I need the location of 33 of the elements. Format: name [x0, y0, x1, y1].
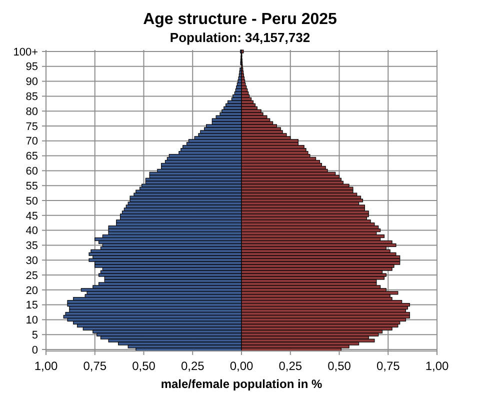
x-tick-label: 0,75	[376, 359, 400, 373]
chart-title: Age structure - Peru 2025	[143, 11, 338, 28]
y-tick-label: 70	[26, 136, 38, 148]
y-tick-label: 20	[26, 284, 38, 297]
y-tick-label: 45	[26, 210, 38, 222]
y-tick-label: 25	[26, 270, 38, 282]
y-tick-label: 55	[26, 180, 38, 192]
y-tick-label: 90	[26, 76, 38, 88]
y-tick-label: 80	[26, 106, 38, 118]
y-tick-label: 15	[26, 300, 38, 312]
y-tick-label: 35	[26, 240, 38, 252]
y-tick-label: 30	[26, 254, 38, 267]
y-tick-label: 100+	[13, 46, 38, 58]
y-tick-label: 65	[26, 150, 38, 163]
x-axis-title: male/female population in %	[160, 377, 323, 391]
x-tick-label: 0,50	[328, 359, 352, 373]
chart-subtitle: Population: 34,157,732	[170, 30, 310, 45]
y-tick-label: 95	[26, 61, 38, 74]
x-tick-label: 1,00	[34, 359, 58, 373]
x-tick-label: 0,75	[83, 359, 107, 373]
x-tick-label: 0,25	[278, 359, 302, 373]
x-tick-label: 1,00	[425, 359, 449, 373]
x-tick-label: 0,00	[230, 359, 254, 373]
y-tick-label: 60	[26, 166, 38, 178]
y-tick-label: 10	[26, 314, 38, 327]
y-tick-label: 40	[26, 225, 38, 238]
y-tick-label: 5	[32, 329, 38, 342]
y-tick-label: 50	[26, 195, 38, 208]
x-tick-label: 0,25	[180, 359, 205, 373]
y-tick-label: 85	[26, 91, 38, 104]
y-tick-label: 75	[26, 120, 38, 133]
y-tick-label: 0	[32, 344, 38, 356]
x-tick-label: 0,50	[132, 359, 156, 373]
